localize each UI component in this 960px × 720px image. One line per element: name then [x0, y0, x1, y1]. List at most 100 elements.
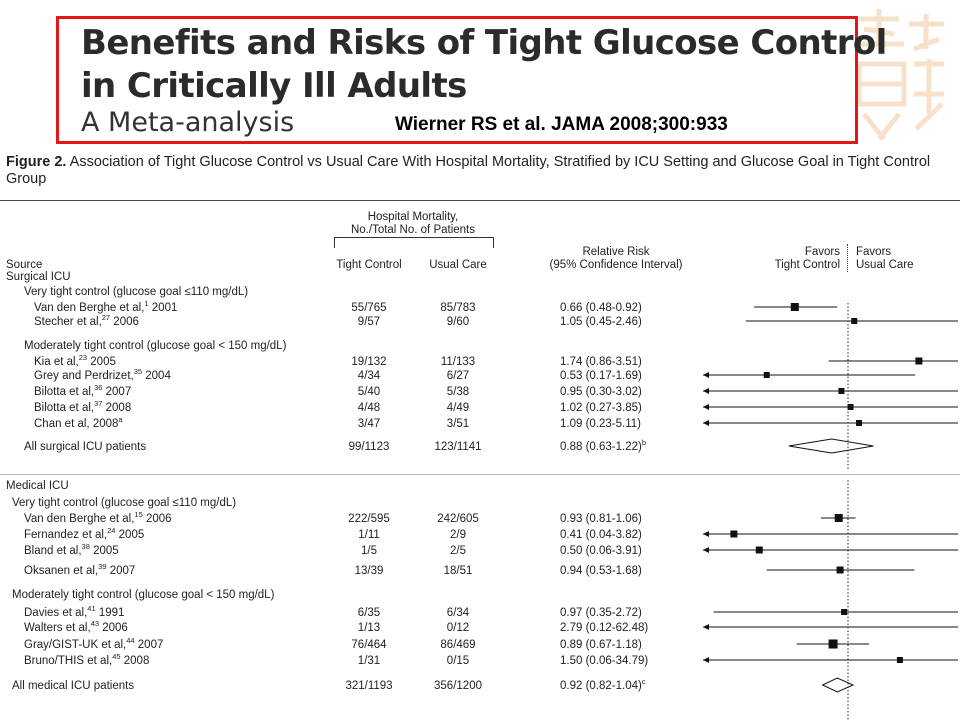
study-name: Fernandez et al, — [24, 529, 108, 541]
point-estimate-square — [790, 303, 799, 311]
mortality-header-line2: No./Total No. of Patients — [350, 224, 475, 236]
study-year: 2008 — [120, 655, 150, 667]
pooled-relative-risk: 0.92 (0.82-1.04)c — [560, 677, 646, 693]
point-estimate-square — [828, 639, 838, 649]
article-subtitle: A Meta-analysis — [81, 107, 295, 138]
pooled-relative-risk: 0.88 (0.63-1.22)b — [560, 439, 646, 454]
study-name: Van den Berghe et al, — [34, 302, 145, 314]
point-estimate-square — [915, 357, 923, 365]
study-year: 2005 — [89, 545, 119, 557]
subgroup-heading: Very tight control (glucose goal ≤110 mg… — [12, 497, 237, 509]
point-estimate-square — [847, 404, 854, 410]
study-row-source: Fernandez et al,24 2005 — [24, 526, 144, 542]
study-relative-risk: 1.05 (0.45-2.46) — [560, 316, 642, 328]
favors-tight-line2: Tight Control — [774, 259, 840, 271]
study-name: Oksanen et al, — [24, 565, 99, 577]
pooled-label: All medical ICU patients — [12, 680, 135, 692]
study-row-source: Davies et al,41 1991 — [24, 604, 124, 620]
study-usual-count: 5/38 — [446, 386, 470, 398]
study-tight-count: 1/31 — [357, 655, 381, 667]
study-year: 2006 — [110, 316, 139, 328]
watermark-stamp — [854, 9, 944, 141]
study-name: Gray/GIST-UK et al, — [24, 639, 127, 651]
study-tight-count: 19/132 — [351, 356, 387, 368]
citation: Wierner RS et al. JAMA 2008;300:933 — [395, 114, 728, 135]
relative-risk-header-line1: Relative Risk — [582, 246, 650, 258]
study-tight-count: 4/34 — [357, 370, 381, 382]
favors-divider — [847, 244, 848, 272]
study-year: 2001 — [148, 302, 178, 314]
study-usual-count: 86/469 — [440, 639, 476, 651]
figure-caption-text: Association of Tight Glucose Control vs … — [6, 154, 931, 187]
study-year: 2006 — [142, 513, 172, 525]
source-header: Source — [6, 259, 43, 271]
point-estimate-square — [856, 420, 863, 426]
study-tight-count: 1/5 — [361, 545, 377, 557]
study-usual-count: 9/60 — [446, 316, 470, 328]
usual-care-header: Usual Care — [429, 259, 487, 271]
mortality-header: Hospital Mortality, No./Total No. of Pat… — [330, 211, 496, 237]
study-usual-count: 6/34 — [446, 607, 470, 619]
study-name: Bilotta et al, — [34, 386, 95, 398]
favors-usual-header: Favors Usual Care — [856, 246, 926, 272]
study-name: Bilotta et al, — [34, 402, 95, 414]
study-row-source: Van den Berghe et al,1 2001 — [34, 299, 178, 315]
study-row-source: Van den Berghe et al,15 2006 — [24, 511, 172, 526]
study-relative-risk: 0.97 (0.35-2.72) — [560, 607, 642, 619]
header-rule — [0, 200, 960, 201]
study-name: Kia et al, — [34, 356, 79, 368]
point-estimate-square — [755, 546, 763, 554]
study-usual-count: 18/51 — [443, 565, 473, 577]
study-usual-count: 4/49 — [446, 402, 470, 414]
study-relative-risk: 0.41 (0.04-3.82) — [560, 529, 642, 541]
study-tight-count: 222/595 — [348, 513, 390, 525]
study-tight-count: 1/11 — [358, 529, 380, 541]
reference-superscript: 35 — [133, 367, 143, 377]
ci-arrow-left — [703, 372, 709, 378]
study-usual-count: 0/12 — [446, 622, 470, 634]
study-year: 2005 — [87, 356, 116, 368]
study-tight-count: 55/765 — [351, 302, 387, 314]
pooled-rr-text: 0.92 (0.82-1.04) — [560, 680, 642, 692]
study-row-source: Oksanen et al,39 2007 — [24, 562, 135, 578]
study-usual-count: 3/51 — [446, 418, 470, 430]
pooled-footnote: c — [641, 677, 646, 687]
subgroup-heading: Moderately tight control (glucose goal <… — [12, 589, 275, 601]
reference-superscript: 37 — [94, 399, 103, 409]
reference-superscript: 1 — [144, 299, 149, 309]
study-year: 2007 — [102, 386, 132, 398]
study-name: Walters et al, — [24, 622, 91, 634]
study-tight-count: 76/464 — [351, 639, 387, 651]
reference-superscript: 44 — [126, 636, 135, 646]
ci-arrow-left — [703, 404, 709, 410]
ci-arrow-left — [703, 657, 709, 663]
study-row-source: Stecher et al,27 2006 — [34, 313, 139, 329]
study-tight-count: 4/48 — [357, 402, 381, 414]
study-name: Chan et al, 2008 — [34, 418, 119, 430]
study-name: Davies et al, — [24, 607, 88, 619]
study-relative-risk: 1.09 (0.23-5.11) — [560, 418, 641, 430]
ci-arrow-left — [703, 547, 709, 553]
group-heading: Medical ICU — [6, 480, 69, 492]
study-usual-count: 6/27 — [446, 370, 470, 382]
study-row-source: Bland et al,38 2005 — [24, 543, 119, 558]
reference-superscript: 39 — [98, 562, 107, 572]
study-row-source: Kia et al,23 2005 — [34, 354, 116, 369]
study-relative-risk: 1.74 (0.86-3.51) — [560, 356, 642, 368]
favors-usual-line1: Favors — [856, 246, 892, 258]
study-relative-risk: 0.66 (0.48-0.92) — [560, 302, 642, 314]
point-estimate-square — [763, 372, 770, 378]
reference-superscript: 36 — [94, 383, 103, 393]
reference-superscript: 27 — [101, 313, 111, 323]
study-tight-count: 9/57 — [357, 316, 381, 328]
pooled-tight-count: 99/1123 — [348, 441, 390, 453]
reference-superscript: 41 — [87, 604, 96, 614]
pooled-diamond — [821, 677, 855, 693]
ci-arrow-left — [703, 531, 709, 537]
ci-arrow-left — [703, 624, 709, 630]
ci-arrow-left — [703, 388, 709, 394]
study-relative-risk: 0.89 (0.67-1.18) — [560, 639, 642, 651]
pooled-tight-count: 321/1193 — [345, 680, 393, 692]
reference-superscript: 24 — [107, 526, 116, 536]
pooled-usual-count: 356/1200 — [434, 680, 482, 692]
